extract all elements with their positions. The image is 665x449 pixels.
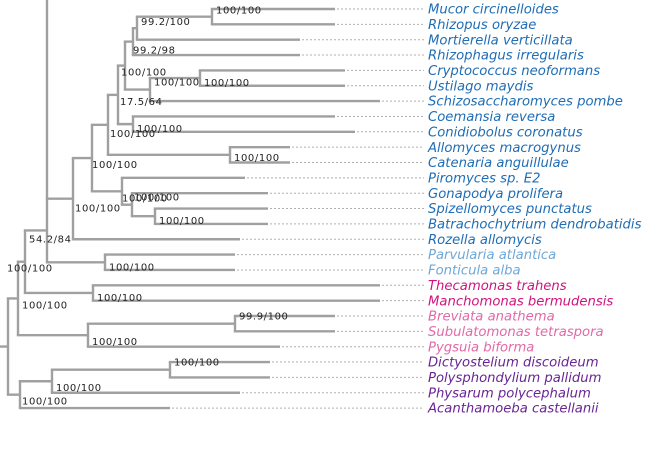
taxon-label: Mortierella verticillata — [428, 33, 573, 48]
support-value: 100/100 — [174, 358, 220, 369]
taxon-label: Rhizopus oryzae — [428, 18, 536, 33]
taxon-label: Subulatomonas tetraspora — [428, 325, 604, 340]
support-value: 100/100 — [134, 193, 180, 204]
support-value: 100/100 — [216, 6, 262, 17]
support-value: 100/100 — [92, 160, 138, 171]
taxon-label: Fonticula alba — [428, 264, 521, 279]
taxon-label: Schizosaccharomyces pombe — [428, 95, 623, 110]
taxon-label: Conidiobolus coronatus — [428, 125, 583, 140]
taxon-label: Physarum polycephalum — [428, 386, 591, 401]
taxon-label: Polysphondylium pallidum — [428, 371, 601, 386]
support-value: 100/100 — [204, 78, 250, 89]
support-value: 100/100 — [122, 193, 168, 204]
support-value: 100/100 — [22, 397, 68, 408]
taxon-label: Pygsuia biforma — [428, 340, 534, 355]
support-value: 100/100 — [109, 262, 155, 273]
taxon-label: Batrachochytrium dendrobatidis — [428, 218, 642, 233]
support-value: 99.2/100 — [141, 17, 191, 28]
support-value: 17.5/64 — [120, 97, 163, 108]
support-value: 99.2/98 — [133, 46, 176, 57]
taxon-label: Piromyces sp. E2 — [428, 171, 541, 186]
taxon-label: Allomyces macrogynus — [427, 141, 581, 156]
support-value: 100/100 — [234, 153, 280, 164]
tree-branches — [0, 0, 380, 410]
taxon-label: Spizellomyces punctatus — [428, 202, 592, 217]
leader-lines — [172, 8, 424, 409]
support-value: 100/100 — [75, 204, 121, 215]
support-value: 100/100 — [92, 337, 138, 348]
support-value: 100/100 — [159, 216, 205, 227]
support-value: 100/100 — [154, 78, 200, 89]
taxon-label: Manchomonas bermudensis — [428, 294, 613, 309]
support-value: 100/100 — [56, 383, 102, 394]
taxon-label: Acanthamoeba castellanii — [427, 402, 599, 417]
taxon-label: Ustilago maydis — [428, 79, 534, 94]
support-value: 54.2/84 — [29, 234, 72, 245]
support-value: 100/100 — [121, 68, 167, 79]
taxon-label: Coemansia reversa — [428, 110, 555, 125]
support-value: 100/100 — [7, 264, 53, 275]
taxon-label: Rozella allomycis — [428, 233, 542, 248]
taxon-label: Breviata anathema — [428, 310, 555, 325]
support-labels: 100/10099.2/10099.2/98100/100100/100100/… — [7, 6, 289, 408]
support-value: 99.9/100 — [239, 312, 289, 323]
taxon-label: Dictyostelium discoideum — [428, 356, 599, 371]
support-value: 100/100 — [22, 300, 68, 311]
taxon-label: Gonapodya prolifera — [428, 187, 563, 202]
taxon-label: Parvularia atlantica — [428, 248, 556, 263]
support-value: 100/100 — [110, 129, 156, 140]
taxon-label: Cryptococcus neoformans — [428, 64, 600, 79]
taxon-label: Mucor circinelloides — [428, 3, 559, 18]
support-value: 100/100 — [97, 293, 143, 304]
taxon-label: Thecamonas trahens — [428, 279, 567, 294]
support-value: 100/100 — [137, 124, 183, 135]
taxon-label: Catenaria anguillulae — [428, 156, 569, 171]
taxon-label: Rhizophagus irregularis — [428, 49, 584, 64]
